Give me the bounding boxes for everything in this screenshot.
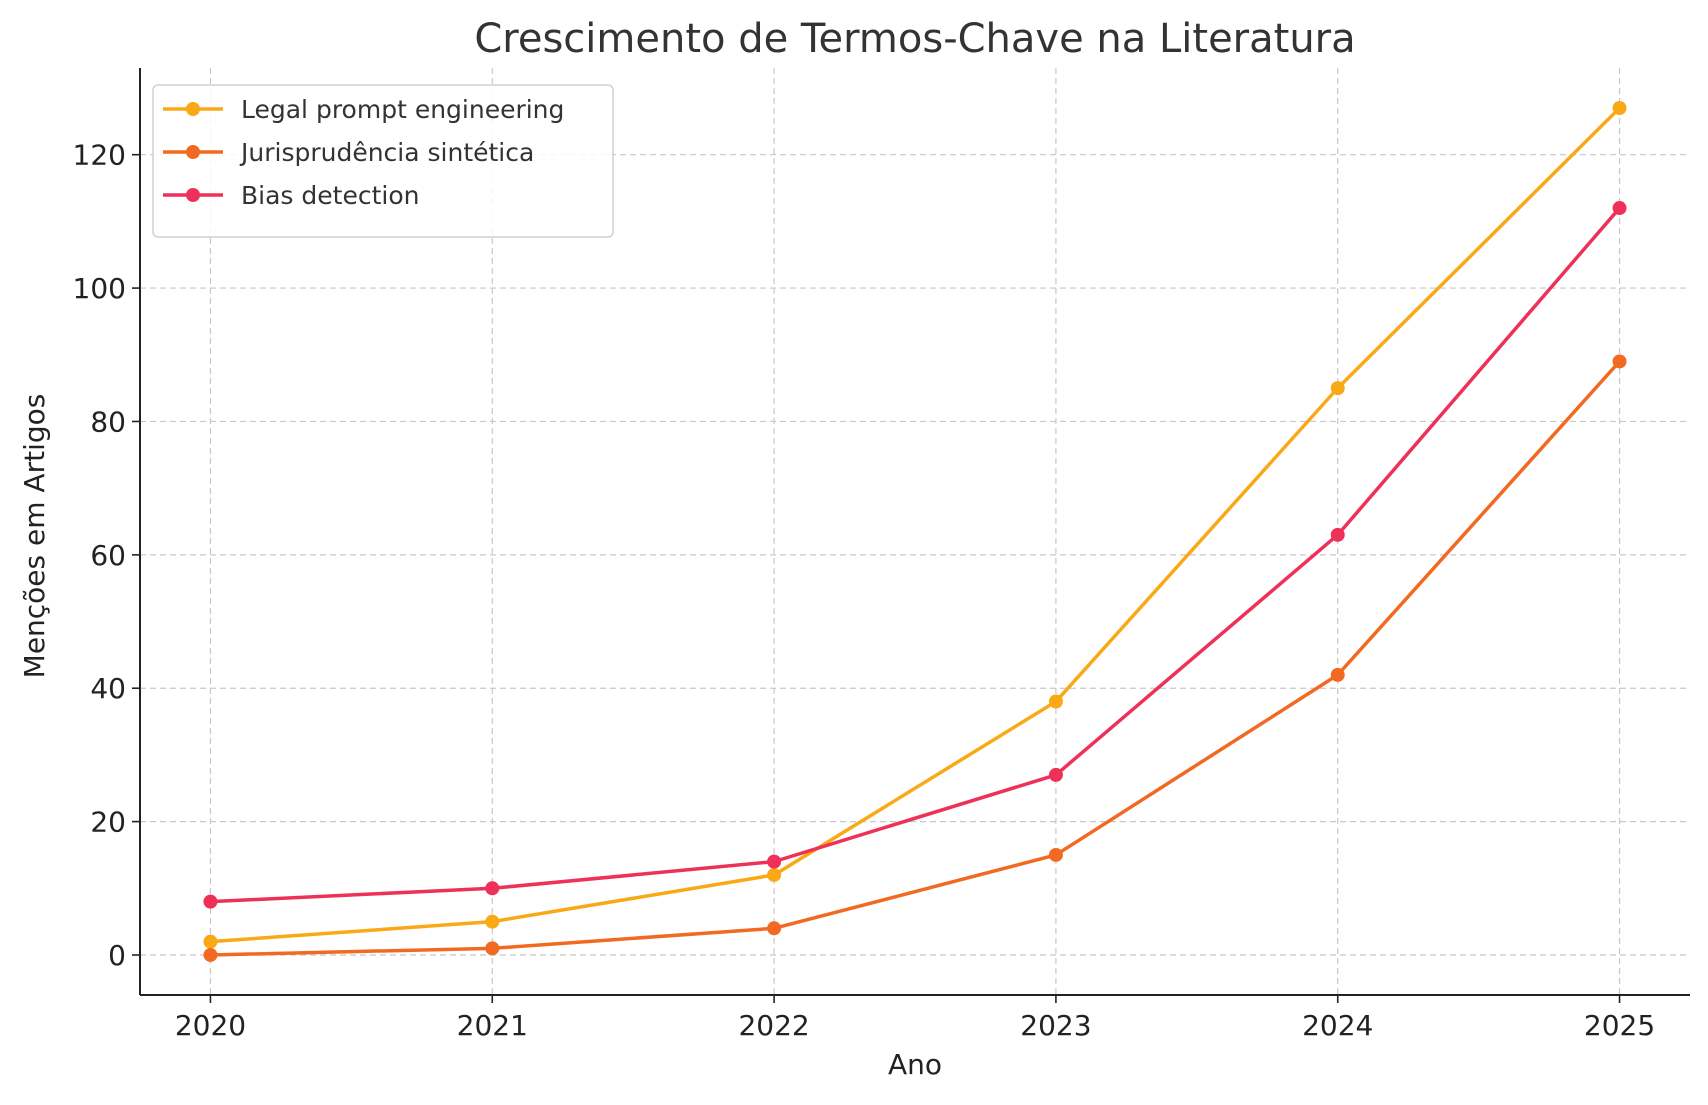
y-tick-label: 0 [108,939,126,972]
data-point[interactable] [1612,201,1627,216]
y-tick-label: 20 [90,806,126,839]
data-point[interactable] [203,934,218,949]
legend-label: Bias detection [241,181,419,210]
x-axis-label: Ano [888,1048,942,1081]
data-point[interactable] [1048,694,1063,709]
axes-layer: 2020 2021 2022 2023 2024 2025 0 20 40 60 80 100 120 [73,68,1690,1042]
data-point[interactable] [485,914,500,929]
data-point[interactable] [485,941,500,956]
legend: Legal prompt engineering Jurisprudência s… [152,84,614,238]
x-tick-label: 2021 [457,1009,528,1042]
data-point[interactable] [1330,381,1345,396]
x-tick-label: 2025 [1584,1009,1655,1042]
series-group [203,354,1627,962]
y-tick-label: 40 [90,672,126,705]
y-tick-label: 120 [73,139,126,172]
data-point[interactable] [767,921,782,936]
data-point[interactable] [1612,101,1627,116]
data-point[interactable] [203,894,218,909]
series-line [208,206,1622,904]
y-tick-label: 100 [73,272,126,305]
data-point[interactable] [485,881,500,896]
series-line [208,359,1622,957]
x-tick-label: 2023 [1020,1009,1091,1042]
x-tick-label: 2024 [1302,1009,1373,1042]
data-point[interactable] [767,854,782,869]
data-point[interactable] [203,947,218,962]
data-point[interactable] [1048,847,1063,862]
series-line [208,106,1622,944]
legend-box [152,84,614,238]
data-point[interactable] [1048,767,1063,782]
legend-swatch-marker [186,102,200,116]
chart-title: Crescimento de Termos-Chave na Literatur… [474,16,1355,62]
y-tick-label: 80 [90,405,126,438]
series-group [203,201,1627,909]
data-point[interactable] [767,867,782,882]
data-point[interactable] [1330,667,1345,682]
legend-swatch-marker [186,145,200,159]
x-tick-label: 2020 [175,1009,246,1042]
x-tick-label: 2022 [738,1009,809,1042]
data-point[interactable] [1330,527,1345,542]
legend-label: Legal prompt engineering [241,95,564,124]
series-group [203,101,1627,949]
legend-label: Jurisprudência sintética [239,138,534,167]
series-layer [203,101,1627,962]
legend-swatch-marker [186,188,200,202]
y-tick-label: 60 [90,539,126,572]
y-axis-label: Menções em Artigos [18,394,51,679]
data-point[interactable] [1612,354,1627,369]
